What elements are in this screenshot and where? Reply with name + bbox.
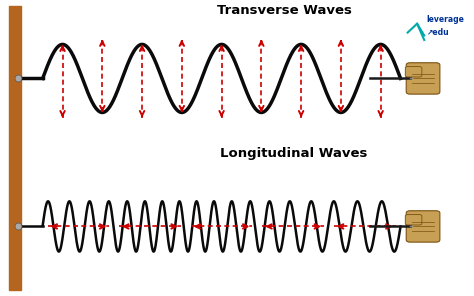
Text: leverage: leverage [427,15,465,24]
FancyBboxPatch shape [406,63,440,94]
Bar [9,6,21,290]
FancyBboxPatch shape [405,215,422,225]
Text: ↗edu: ↗edu [427,28,449,37]
FancyBboxPatch shape [405,67,422,77]
Text: Transverse Waves: Transverse Waves [217,4,352,17]
Text: Longitudinal Waves: Longitudinal Waves [220,147,367,160]
FancyBboxPatch shape [406,211,440,242]
